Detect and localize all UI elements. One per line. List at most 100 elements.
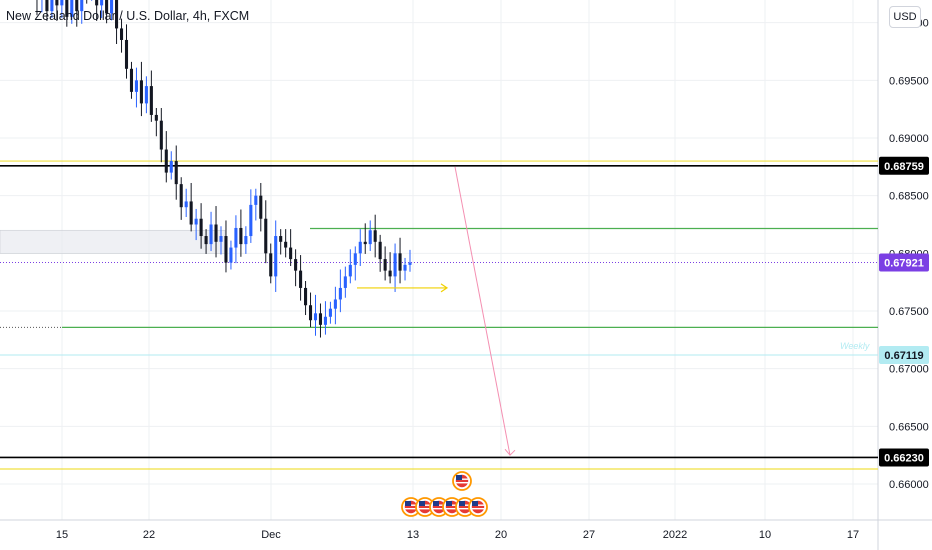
candle-body [393,253,397,277]
candle-body [45,0,49,12]
time-tick-label: 20 [495,529,507,541]
candle-body [189,201,193,225]
candle-body [378,241,382,260]
time-tick-label: 15 [56,529,68,541]
candle-body [289,247,293,260]
time-tick-label: 22 [143,529,155,541]
flag-stripe [446,508,458,510]
price-tag-box [879,345,929,364]
time-tick-label: 13 [407,529,419,541]
candle-body [110,0,114,14]
candle-body [308,305,313,321]
price-tags: 0.68759 0.67921 0.67119 0.66230 [879,156,929,467]
candle-body [169,161,173,173]
candle-body [60,0,64,6]
candle-body [80,0,84,12]
candle-body [219,236,223,242]
candle-body [363,241,367,245]
candle-body [323,316,327,325]
candle-body [343,276,347,288]
price-tick-label: 0.66000 [889,479,929,491]
flag-canton [472,501,478,506]
price-tick-label: 0.66500 [889,421,929,433]
candle-body [318,313,323,325]
flag-stripe [405,508,417,510]
price-tick-label: 0.69000 [889,133,929,145]
target-arrowhead [440,283,449,293]
flag-stripe [472,508,484,510]
flag-canton [405,501,411,506]
candle-body [313,313,318,321]
candle-body [184,201,188,208]
price-tag-label: 0.67921 [884,257,924,269]
candle-body [95,0,99,6]
price-tick-label: 0.67500 [889,306,929,318]
chart-title: New Zealand Dollar / U.S. Dollar, 4h, FX… [6,9,250,23]
time-tick-label: 27 [583,529,595,541]
event-flag [415,497,435,517]
candle-body [244,236,248,245]
price-tick-label: 0.69500 [889,75,929,87]
price-tick-label: 0.68500 [889,191,929,203]
candle-body [65,0,69,17]
time-tick-label: Dec [261,529,281,541]
time-axis: 15 22 Dec 13 20 27 2022 10 17 [56,529,859,541]
time-tick-label: 17 [847,529,859,541]
projection-arrowhead [504,448,516,456]
time-tick-label: 10 [759,529,771,541]
supply-zone [0,229,226,254]
projection-line [454,166,511,456]
candle-body [75,0,79,12]
candle-body [264,218,268,254]
candle-body [328,308,332,317]
weekly-label: Weekly [840,341,870,351]
candle-body [403,264,407,271]
event-flag [468,497,488,517]
candle-body [70,0,74,17]
event-flag-top [452,471,472,491]
candle-body [204,236,208,245]
candle-body [408,262,412,265]
candle-body [174,161,178,185]
candle-body [214,224,218,242]
candle-body [259,195,263,219]
price-tag-box [879,156,929,175]
candle-body [144,86,148,104]
candle-body [199,218,203,237]
price-tag-box [879,448,929,467]
price-tag-box [879,253,929,272]
candle-body [209,224,213,245]
candle-body [358,241,362,254]
candle-body [279,236,283,242]
candles [36,0,412,338]
candle-body [164,149,168,173]
flag-stripe [459,508,471,510]
candle-body [304,287,308,306]
candle-body [154,114,158,121]
price-tag-label: 0.67119 [884,350,923,362]
candle-body [284,241,288,248]
candle-body [274,236,278,277]
candle-body [254,195,258,205]
candle-body [234,227,238,248]
drawings [357,166,516,456]
horizontal-levels: Weekly [0,160,878,470]
candle-body [179,184,183,208]
candle-body [100,0,104,6]
flag-stripe [456,482,468,484]
price-tag-label: 0.66230 [884,452,924,464]
candle-body [134,80,138,92]
currency-button[interactable]: USD [889,6,921,28]
candle-body [159,120,163,150]
candle-body [115,0,119,29]
flag-canton [456,475,462,480]
candle-body [373,230,377,242]
candle-body [388,270,392,277]
price-tag-label: 0.68759 [884,161,924,173]
candle-body [119,28,124,40]
candle-body [294,259,298,271]
time-tick-label: 2022 [663,529,687,541]
candle-body [333,299,337,309]
